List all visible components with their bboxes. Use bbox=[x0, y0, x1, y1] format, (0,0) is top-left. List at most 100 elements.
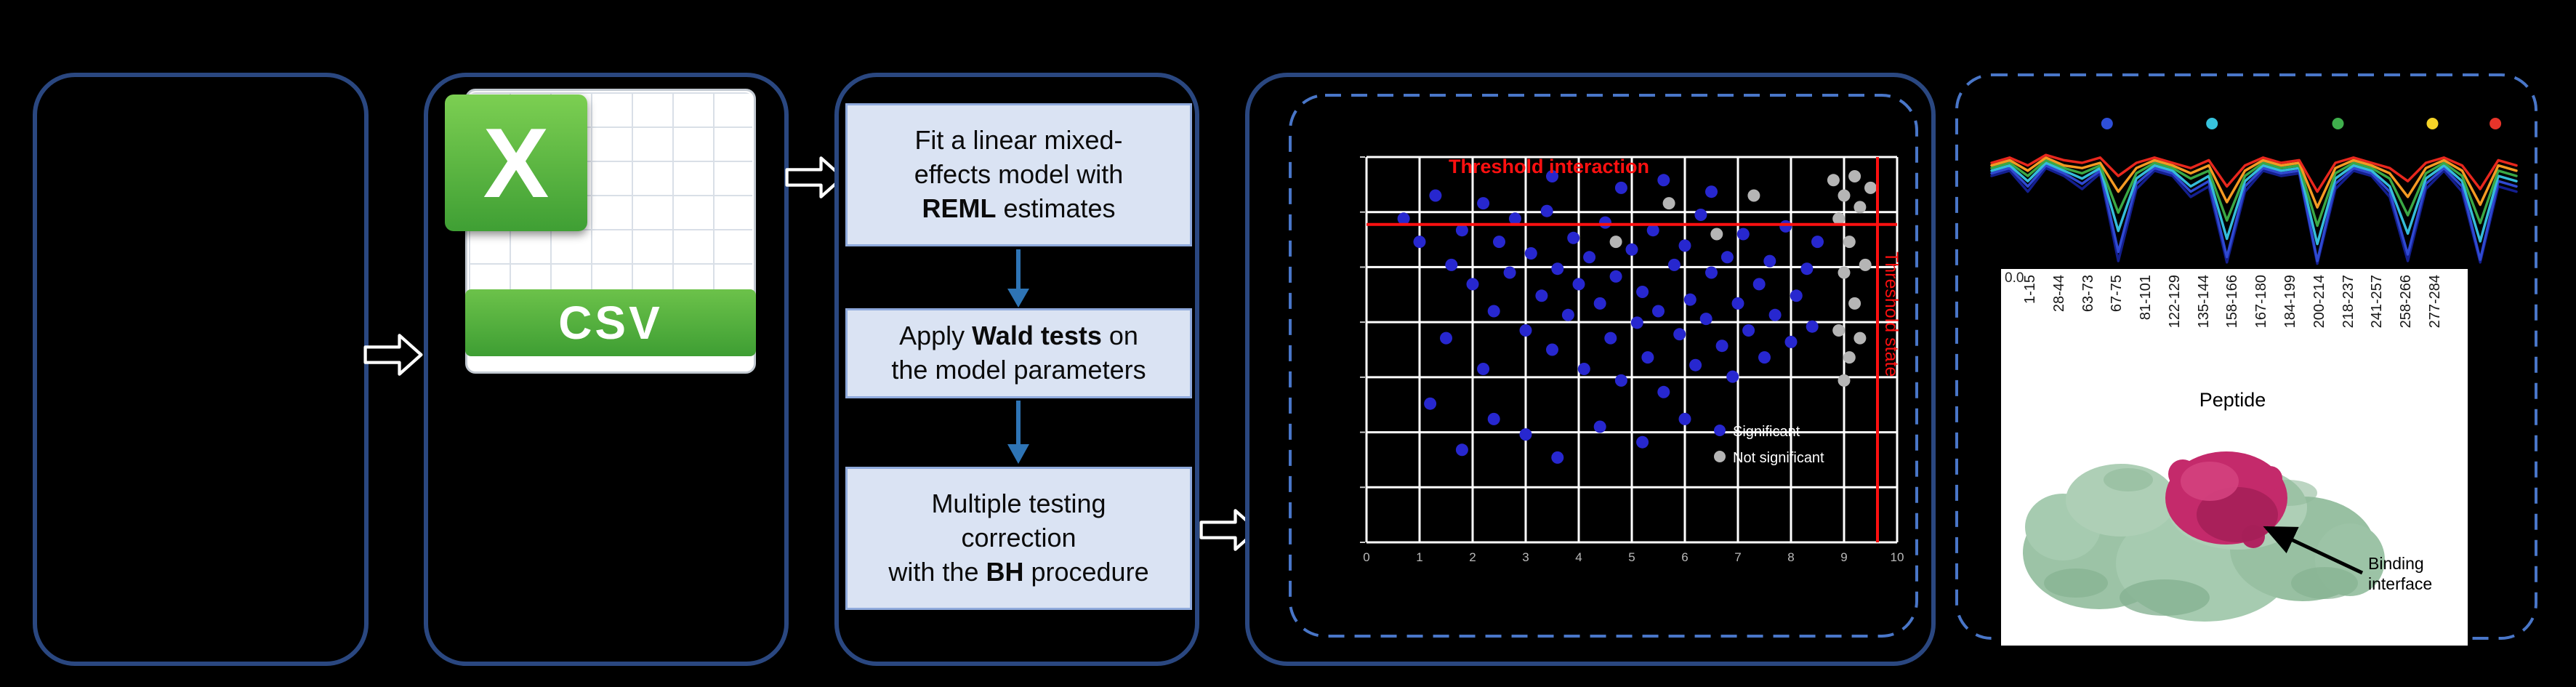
scatter-point-significant bbox=[1493, 236, 1505, 249]
timepoint-legend-dots bbox=[2101, 118, 2502, 129]
scatter-point-significant bbox=[1572, 278, 1585, 291]
scatter-point-significant bbox=[1551, 262, 1564, 276]
scatter-point-not-significant bbox=[1747, 189, 1760, 202]
scatter-point-significant bbox=[1561, 308, 1574, 321]
scatter-point-significant bbox=[1614, 181, 1627, 194]
peptide-tick-label: 67-75 bbox=[2109, 275, 2125, 313]
peptide-tick-label: 1-15 bbox=[2022, 275, 2038, 305]
timepoint-dot bbox=[2101, 118, 2113, 129]
scatter-point-significant bbox=[1720, 251, 1734, 264]
scatter-point-not-significant bbox=[1859, 258, 1872, 271]
scatter-point-significant bbox=[1752, 278, 1766, 291]
scatter-point-significant bbox=[1763, 254, 1776, 268]
peptide-tick-labels: 1-15 28-44 63-73 67-75 81-101 122-129 135-144 1… bbox=[2022, 275, 2443, 385]
scatter-point-not-significant bbox=[1843, 351, 1856, 364]
peptide-tick-label: 167-180 bbox=[2253, 275, 2270, 329]
scatter-point-significant bbox=[1657, 174, 1670, 187]
scatter-point-significant bbox=[1487, 305, 1500, 318]
scatter-point-significant bbox=[1715, 340, 1728, 353]
scatter-point-significant bbox=[1577, 363, 1590, 375]
binding-interface-arrow bbox=[2263, 526, 2364, 575]
x-tick-label: 6 bbox=[1681, 550, 1688, 564]
scatter-point-significant bbox=[1758, 351, 1771, 364]
scatter-point-significant bbox=[1630, 316, 1643, 329]
scatter-point-significant bbox=[1614, 374, 1627, 387]
excel-x-letter: X bbox=[483, 108, 550, 218]
uptake-series-orange bbox=[1990, 156, 2518, 209]
scatter-point-significant bbox=[1546, 343, 1558, 356]
step-wald-tests-text: Apply Wald tests on the model parameters bbox=[891, 321, 1146, 385]
scatter-point-significant bbox=[1726, 370, 1739, 383]
scatter-point-not-significant bbox=[1838, 266, 1851, 279]
scatter-dashed-border bbox=[1289, 94, 1918, 638]
threshold-lines bbox=[1367, 157, 1897, 542]
scatter-point-significant bbox=[1779, 220, 1792, 233]
scatter-point-not-significant bbox=[1832, 212, 1846, 225]
scatter-point-significant bbox=[1477, 197, 1490, 210]
scatter-point-not-significant bbox=[1853, 332, 1867, 345]
peptide-tick-label: 241-257 bbox=[2369, 275, 2386, 329]
scatter-point-not-significant bbox=[1609, 236, 1622, 249]
legend-dot-not-significant bbox=[1714, 451, 1726, 462]
scatter-point-significant bbox=[1699, 313, 1712, 326]
timepoint-dot bbox=[2332, 118, 2344, 129]
scatter-point-significant bbox=[1567, 231, 1580, 244]
scatter-point-significant bbox=[1593, 297, 1606, 310]
y-axis-tick: 0.0 bbox=[2005, 270, 2024, 286]
scatter-point-not-significant bbox=[1848, 170, 1861, 182]
threshold-scatter-plot: Threshold interaction Threshold state Si… bbox=[1360, 156, 1904, 564]
protein-structure-image bbox=[2023, 451, 2385, 622]
scatter-point-significant bbox=[1429, 189, 1442, 202]
binding-interface-label: Binding interface bbox=[2368, 554, 2433, 593]
scatter-point-significant bbox=[1694, 209, 1707, 221]
peptide-axis-panel: 0.0 1-15 28-44 63-73 67-75 81-101 122-129 135-… bbox=[2001, 269, 2468, 646]
threshold-state-label: Threshold state bbox=[1881, 252, 1901, 377]
uptake-series-red bbox=[1990, 153, 2518, 193]
scatter-point-not-significant bbox=[1853, 201, 1867, 214]
csv-banner-label: CSV bbox=[558, 297, 663, 349]
scatter-point-significant bbox=[1599, 216, 1611, 229]
scatter-point-significant bbox=[1731, 297, 1744, 310]
timepoint-dot bbox=[2426, 118, 2439, 129]
peptide-tick-label: 158-166 bbox=[2224, 275, 2241, 329]
scatter-point-significant bbox=[1800, 262, 1814, 276]
scatter-point-significant bbox=[1535, 289, 1548, 302]
uptake-lines bbox=[1990, 153, 2518, 265]
timepoint-dot bbox=[2490, 118, 2502, 129]
scatter-point-significant bbox=[1689, 358, 1702, 371]
down-arrow-head bbox=[1007, 289, 1029, 308]
scatter-point-significant bbox=[1445, 258, 1458, 271]
x-tick-label: 8 bbox=[1787, 550, 1794, 564]
scatter-point-not-significant bbox=[1662, 197, 1675, 210]
dashed-border-rect bbox=[1289, 94, 1918, 638]
step-fit-model-text: Fit a linear mixed- effects model with R… bbox=[914, 125, 1124, 223]
x-tick-label: 10 bbox=[1891, 550, 1904, 564]
scatter-point-not-significant bbox=[1832, 324, 1846, 337]
scatter-point-significant bbox=[1503, 266, 1516, 279]
scatter-point-not-significant bbox=[1848, 297, 1861, 310]
block-arrow-shape bbox=[363, 334, 423, 376]
peptide-tick-label: 184-199 bbox=[2282, 275, 2299, 329]
scatter-point-significant bbox=[1604, 332, 1617, 345]
scatter-point-significant bbox=[1524, 247, 1537, 260]
scatter-point-significant bbox=[1593, 420, 1606, 433]
scatter-point-significant bbox=[1397, 212, 1410, 225]
uptake-series-blue bbox=[1990, 164, 2518, 262]
peptide-tick-label: 135-144 bbox=[2195, 275, 2212, 329]
timepoint-dot bbox=[2206, 118, 2218, 129]
scatter-point-significant bbox=[1519, 428, 1532, 441]
x-tick-label: 4 bbox=[1575, 550, 1582, 564]
scatter-point-significant bbox=[1646, 224, 1659, 237]
peptide-tick-label: 258-266 bbox=[2398, 275, 2415, 329]
x-tick-label: 3 bbox=[1522, 550, 1529, 564]
scatter-point-significant bbox=[1806, 320, 1819, 333]
flow-arrow-icon bbox=[785, 156, 845, 198]
scatter-point-significant bbox=[1455, 224, 1468, 237]
scatter-point-significant bbox=[1705, 266, 1718, 279]
peptide-tick-label: 200-214 bbox=[2311, 275, 2327, 329]
down-arrow-head bbox=[1007, 444, 1029, 464]
uptake-series-cyan bbox=[1990, 161, 2518, 246]
scatter-point-not-significant bbox=[1838, 189, 1851, 202]
scatter-grid bbox=[1360, 156, 1899, 544]
x-tick-label: 2 bbox=[1469, 550, 1476, 564]
